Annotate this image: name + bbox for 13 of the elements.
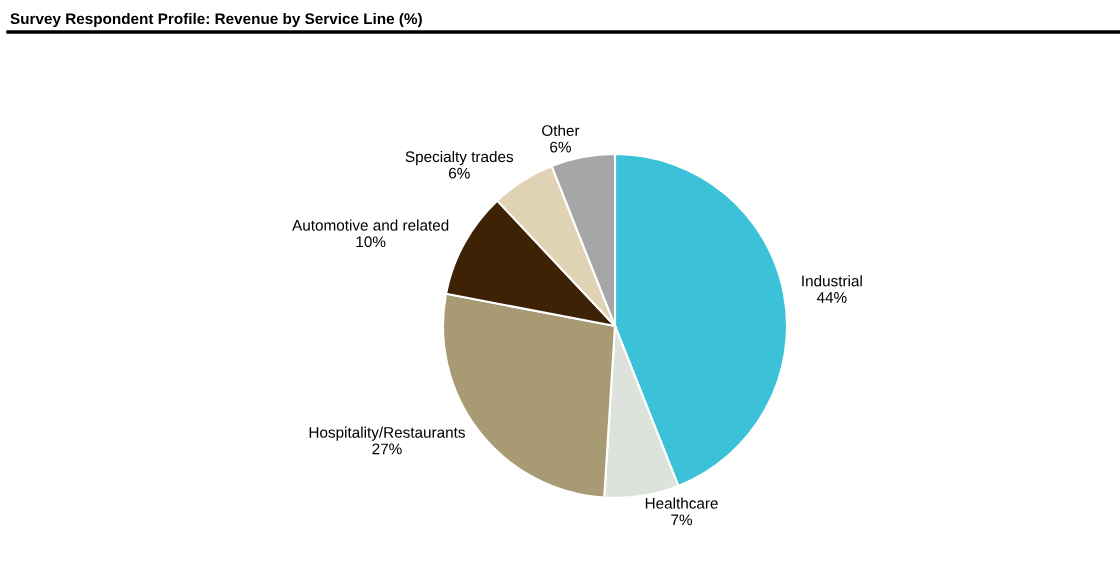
data-label: 6%	[550, 141, 571, 153]
data-label: 6%	[449, 167, 470, 179]
slice-label: Automotive and related	[292, 219, 449, 231]
slice-label: Other	[542, 124, 580, 137]
slice-label: Healthcare	[645, 497, 718, 509]
chart-title: Survey Respondent Profile: Revenue by Service Line (%)	[10, 12, 422, 28]
data-label: 44%	[816, 292, 847, 303]
slice-label: Specialty trades	[405, 150, 514, 166]
slice-label: Industrial	[802, 275, 862, 287]
data-label: 10%	[356, 236, 386, 248]
data-label: 7%	[671, 514, 693, 526]
slice-label: Hospitality/Restaurants	[309, 426, 465, 441]
data-label: 27%	[372, 443, 402, 455]
